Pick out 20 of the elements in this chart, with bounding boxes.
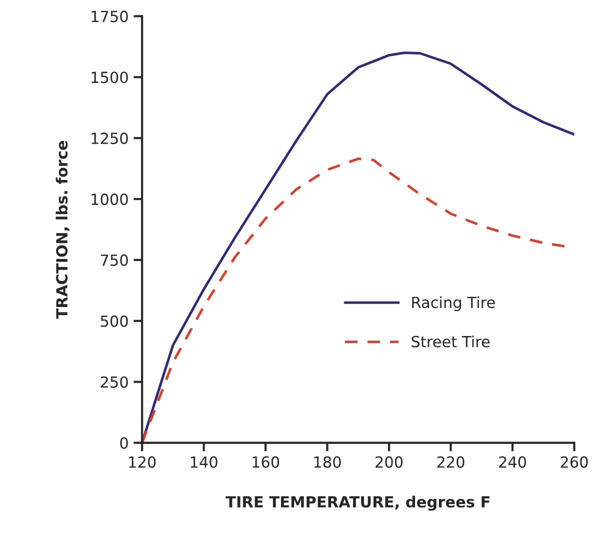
- y-tick-label: 250: [100, 376, 128, 388]
- y-tick-label: 1000: [92, 193, 128, 206]
- y-tick-label: 1500: [92, 72, 128, 84]
- y-axis-title: TRACTION, lbs. force: [56, 140, 70, 319]
- x-tick-label: 260: [560, 456, 588, 468]
- x-tick-label: 180: [314, 456, 341, 468]
- y-tick-label: 0: [120, 437, 128, 449]
- x-tick-label: 200: [376, 456, 403, 468]
- x-tick-label: 140: [190, 456, 218, 468]
- legend-label: Street Tire: [412, 336, 490, 348]
- x-tick-label: 120: [129, 456, 156, 468]
- y-tick-label: 1250: [92, 132, 128, 144]
- y-tick-label: 750: [100, 254, 128, 266]
- legend-label: Racing Tire: [412, 296, 495, 312]
- x-tick-label: 160: [252, 456, 280, 468]
- y-tick-label: 500: [100, 315, 128, 327]
- y-tick-label: 1750: [92, 10, 128, 22]
- x-axis-title: TIRE TEMPERATURE, degrees F: [226, 496, 490, 511]
- x-tick-label: 220: [437, 456, 464, 468]
- x-tick-label: 240: [499, 456, 526, 468]
